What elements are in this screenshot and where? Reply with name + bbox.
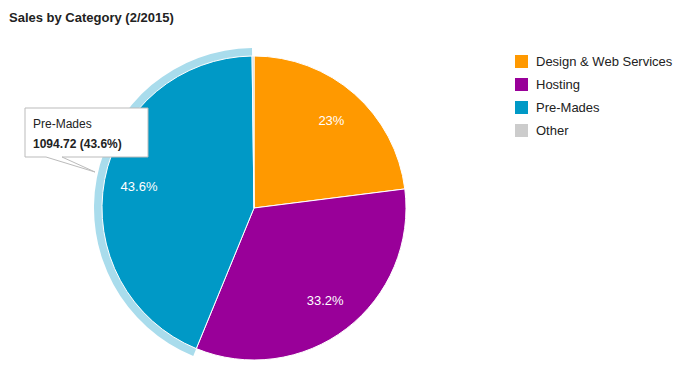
html-text:Pre-Mades: Pre-Mades bbox=[536, 100, 600, 115]
svg-text:23%: 23% bbox=[318, 113, 344, 128]
svg-text:43.6%: 43.6% bbox=[121, 179, 158, 194]
svg-text:1094.72 (43.6%): 1094.72 (43.6%) bbox=[33, 137, 122, 151]
html-text:Design & Web Services: Design & Web Services bbox=[536, 54, 673, 69]
svg-text:Pre-Mades: Pre-Mades bbox=[33, 117, 92, 131]
svg-text:33.2%: 33.2% bbox=[307, 293, 344, 308]
html-text:Hosting: Hosting bbox=[536, 77, 581, 92]
html-text:Other: Other bbox=[536, 123, 569, 138]
html-text:Sales by Category (2/2015): Sales by Category (2/2015) bbox=[9, 10, 174, 25]
